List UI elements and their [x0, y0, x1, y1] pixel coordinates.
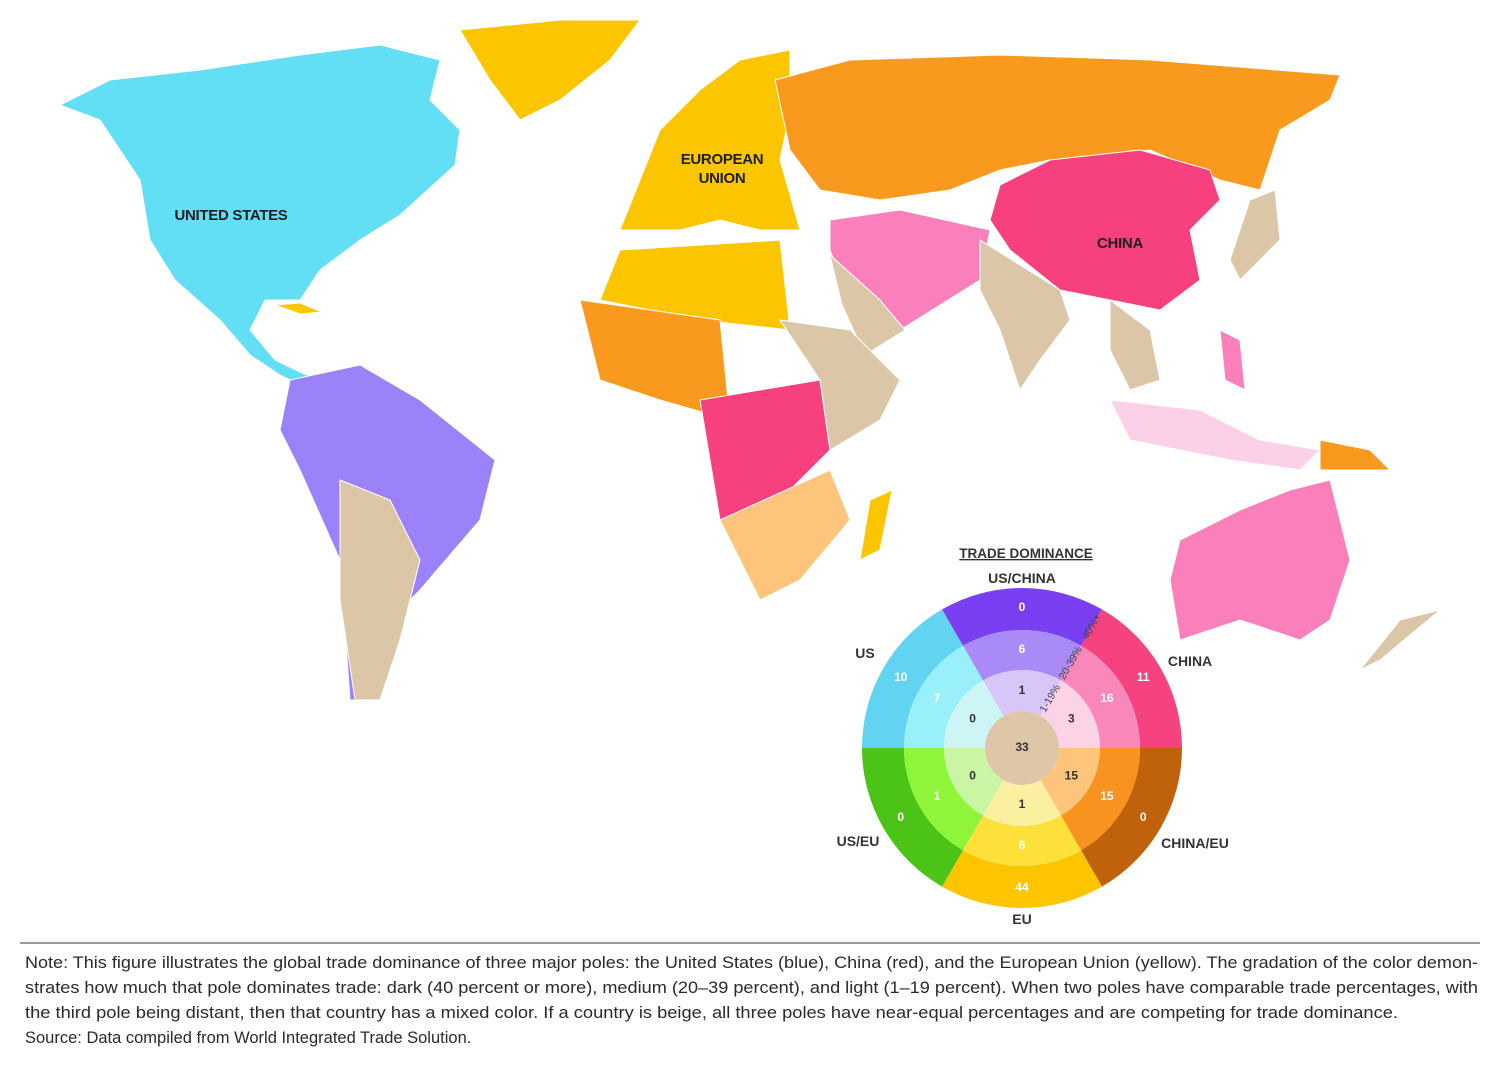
count-label: 15 — [1065, 769, 1079, 783]
ring-segment — [1040, 680, 1100, 748]
ring-segment — [963, 629, 1081, 681]
new-zealand — [1359, 609, 1441, 671]
count-label: 1 — [1019, 683, 1026, 697]
central-africa — [699, 379, 831, 521]
count-label: 10 — [894, 670, 908, 684]
legend-wheel: 0 6 1 US/CHINA 11 16 3 CHINA 0 15 15 CHINA/EU 44 8 1 EU… — [837, 570, 1229, 927]
map-label: UNITED STATES — [174, 207, 287, 224]
map-label: CHINA — [1097, 235, 1143, 252]
ring-segment — [904, 645, 983, 748]
note-line: Note: This figure illustrates the global… — [25, 954, 1478, 972]
indonesia — [1109, 399, 1322, 471]
arabia — [829, 253, 906, 356]
center-disc — [985, 711, 1059, 785]
ring-segment — [1061, 645, 1140, 748]
greenland — [459, 19, 641, 121]
sector-label: EU — [1012, 911, 1031, 927]
count-label: 1 — [1019, 797, 1026, 811]
ring-segment — [1081, 748, 1182, 887]
ring-segment — [904, 748, 983, 851]
legend-title: TRADE DOMINANCE — [959, 546, 1093, 561]
count-label: 16 — [1100, 691, 1114, 705]
notes: Note: This figure illustrates the global… — [25, 954, 1478, 1047]
china — [989, 149, 1221, 311]
ring-segment — [1040, 748, 1100, 816]
cuba — [274, 302, 323, 315]
north-africa — [599, 239, 791, 331]
note-line: strates how much that pole dominates tra… — [25, 979, 1478, 997]
sector-label: US — [855, 645, 874, 661]
count-label: 33 — [1015, 740, 1029, 754]
west-africa — [579, 299, 731, 421]
sector-label: CHINA — [1168, 653, 1212, 669]
count-label: 11 — [1137, 670, 1150, 684]
ring-segment — [1061, 748, 1140, 851]
count-label: 0 — [1140, 810, 1147, 824]
india — [979, 239, 1071, 392]
japan — [1229, 189, 1281, 281]
ring-segment — [944, 748, 1004, 816]
count-label: 1 — [934, 789, 941, 803]
ring-segment — [983, 670, 1061, 716]
count-label: 8 — [1019, 838, 1026, 852]
ring-segment — [862, 748, 963, 887]
count-label: 0 — [969, 769, 976, 783]
ring-segment — [942, 850, 1102, 908]
note-line: Source: Data compiled from World Integra… — [25, 1029, 471, 1047]
southern-africa — [719, 469, 851, 601]
ring-segment — [942, 587, 1102, 646]
count-label: 0 — [1019, 600, 1026, 614]
sector-label: US/EU — [837, 833, 880, 849]
ring-segment — [983, 780, 1061, 826]
world-map — [58, 19, 1441, 701]
note-line: the third pole being distant, then that … — [25, 1004, 1398, 1022]
russia — [774, 54, 1341, 201]
papua-new-guinea — [1319, 439, 1392, 471]
map-label: EUROPEAN UNION — [680, 151, 764, 187]
count-label: 6 — [1019, 642, 1026, 656]
count-label: 44 — [1015, 880, 1029, 894]
count-label: 7 — [934, 691, 941, 705]
ring-segment — [862, 609, 963, 748]
ring-segment — [963, 815, 1081, 866]
philippines — [1219, 329, 1246, 391]
count-label: 3 — [1068, 712, 1075, 726]
count-label: 0 — [897, 810, 904, 824]
madagascar — [859, 489, 893, 561]
sector-label: US/CHINA — [988, 570, 1056, 586]
europe — [619, 49, 801, 231]
australia — [1169, 479, 1351, 641]
ring-segment — [1081, 609, 1182, 748]
count-label: 15 — [1100, 789, 1114, 803]
north-america — [58, 44, 461, 391]
sector-label: CHINA/EU — [1161, 835, 1229, 851]
count-label: 0 — [969, 712, 976, 726]
southern-cone — [339, 479, 421, 701]
ring-segment — [944, 680, 1004, 748]
southeast-asia — [1109, 299, 1161, 391]
east-africa — [778, 319, 901, 451]
